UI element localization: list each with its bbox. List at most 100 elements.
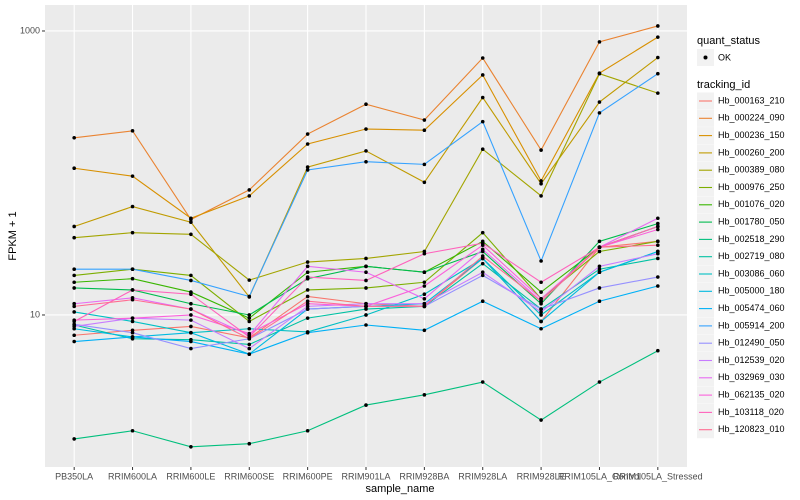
x-tick-label: RRIM600LA [108, 471, 157, 481]
legend-label: Hb_062135_020 [718, 389, 785, 399]
data-point [72, 280, 76, 285]
data-point [539, 307, 543, 311]
data-point [364, 301, 368, 306]
data-point [72, 304, 76, 309]
x-tick-label: RRIM105LA_Stressed [613, 471, 703, 481]
x-tick-label: RRIM600LE [166, 471, 215, 481]
data-point [130, 276, 135, 281]
data-point [656, 221, 660, 226]
data-point [597, 299, 602, 304]
data-point [656, 24, 660, 28]
legend-label: Hb_002719_080 [718, 251, 785, 261]
data-point [656, 256, 660, 261]
data-point [656, 227, 660, 232]
data-point [305, 142, 310, 146]
data-point [597, 264, 602, 269]
data-point [480, 380, 485, 384]
data-point [130, 174, 135, 178]
data-point [305, 288, 310, 292]
legend-label: Hb_001780_050 [718, 216, 785, 226]
data-point [189, 318, 193, 322]
data-point [247, 331, 252, 336]
data-point [422, 301, 427, 306]
y-tick-label: 10 [30, 309, 40, 319]
data-point [364, 270, 368, 275]
data-point [422, 296, 427, 301]
data-point [656, 71, 660, 76]
legend-label: Hb_005474_060 [718, 303, 785, 313]
legend-label: Hb_000236_150 [718, 130, 785, 140]
data-point [72, 286, 76, 290]
x-tick-label: RRIM600SE [224, 471, 274, 481]
data-point [480, 95, 485, 100]
data-point [656, 348, 660, 353]
data-point [305, 330, 310, 335]
data-point [189, 292, 193, 297]
data-point [305, 316, 310, 320]
data-point [656, 284, 660, 288]
data-point [247, 441, 252, 446]
x-tick-label: PB350LA [55, 471, 93, 481]
data-point [480, 73, 485, 77]
data-point [364, 102, 368, 107]
data-point [539, 181, 543, 186]
data-point [247, 342, 252, 347]
legend-label: Hb_005000_180 [718, 286, 785, 296]
data-point [539, 148, 543, 152]
data-point [480, 247, 485, 252]
data-point [597, 245, 602, 250]
data-point [480, 299, 485, 304]
data-point [656, 35, 660, 39]
data-point [189, 339, 193, 344]
legend-label: Hb_003086_060 [718, 268, 785, 278]
legend-label: Hb_120823_010 [718, 424, 785, 434]
data-point [189, 232, 193, 237]
data-point [597, 40, 602, 44]
data-point [130, 230, 135, 235]
data-point [364, 403, 368, 407]
data-point [130, 316, 135, 320]
x-axis-title: sample_name [365, 483, 434, 495]
data-point [189, 346, 193, 351]
x-tick-label: RRIM600PE [283, 471, 333, 481]
data-point [364, 286, 368, 290]
x-tick-label: RRIM928LA [458, 471, 507, 481]
data-point [189, 301, 193, 306]
data-point [539, 280, 543, 285]
data-point [189, 216, 193, 221]
data-point [364, 313, 368, 317]
legend-label: Hb_000976_250 [718, 182, 785, 192]
legend-label: Hb_000224_090 [718, 113, 785, 123]
data-point [130, 335, 135, 339]
data-point [656, 216, 660, 221]
data-point [305, 168, 310, 172]
legend-label: Hb_001076_020 [718, 199, 785, 209]
data-point [597, 286, 602, 290]
data-point [305, 275, 310, 279]
data-point [247, 313, 252, 317]
data-point [480, 147, 485, 152]
data-point [656, 224, 660, 229]
data-point [480, 241, 485, 246]
data-point [189, 220, 193, 225]
data-point [305, 307, 310, 311]
data-point [247, 294, 252, 299]
data-point [305, 270, 310, 275]
data-point [247, 319, 252, 324]
data-point [305, 294, 310, 299]
data-point [539, 290, 543, 294]
data-point [72, 333, 76, 338]
data-point [305, 165, 310, 169]
data-point [130, 319, 135, 324]
data-point [539, 313, 543, 317]
data-point [72, 166, 76, 171]
legend-label: OK [718, 52, 731, 62]
data-point [189, 278, 193, 283]
data-point [130, 428, 135, 433]
data-point [247, 188, 252, 192]
data-point [130, 204, 135, 209]
data-point [422, 292, 427, 297]
data-point [247, 194, 252, 198]
data-point [539, 326, 543, 331]
